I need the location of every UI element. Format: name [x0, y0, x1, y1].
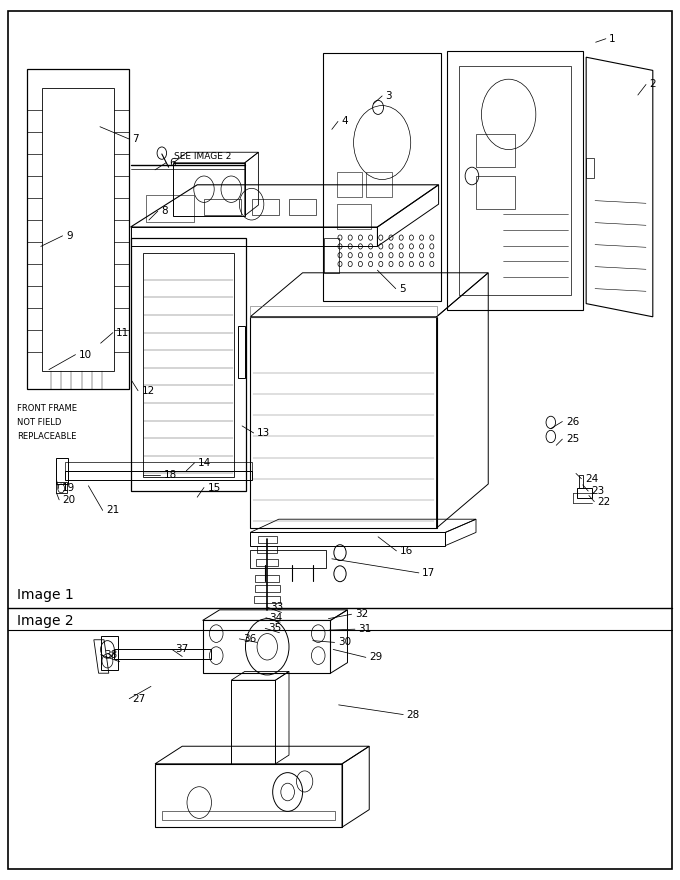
Bar — [204, 199, 241, 215]
Text: 9: 9 — [66, 231, 73, 241]
Bar — [101, 636, 118, 670]
Bar — [162, 811, 335, 820]
Text: 19: 19 — [62, 483, 75, 494]
Text: 20: 20 — [63, 495, 75, 505]
Bar — [256, 559, 278, 566]
Text: 1: 1 — [609, 33, 616, 44]
Text: 37: 37 — [175, 644, 188, 655]
Bar — [476, 134, 515, 167]
Text: 38: 38 — [104, 649, 117, 660]
Text: 16: 16 — [400, 546, 413, 556]
Text: 3: 3 — [386, 91, 392, 101]
Bar — [476, 176, 515, 209]
Text: REPLACEABLE: REPLACEABLE — [17, 432, 76, 441]
Bar — [577, 488, 592, 498]
Text: 35: 35 — [269, 623, 282, 634]
Text: 31: 31 — [358, 624, 371, 634]
Text: 22: 22 — [598, 496, 611, 507]
Bar — [366, 172, 392, 197]
Bar — [257, 546, 277, 553]
Text: 4: 4 — [341, 116, 348, 127]
Bar — [255, 585, 279, 592]
Bar — [258, 536, 277, 543]
Text: 27: 27 — [133, 693, 146, 704]
Text: 5: 5 — [399, 283, 406, 294]
Text: 18: 18 — [164, 470, 177, 480]
Bar — [252, 199, 279, 215]
Text: 36: 36 — [243, 634, 256, 644]
Bar — [337, 204, 371, 229]
Text: Image 2: Image 2 — [17, 614, 73, 628]
Text: 32: 32 — [355, 609, 368, 620]
Text: SEE IMAGE 2: SEE IMAGE 2 — [174, 152, 231, 161]
Bar — [586, 158, 594, 178]
Bar — [337, 172, 362, 197]
Bar — [250, 306, 437, 317]
Text: 26: 26 — [566, 416, 579, 427]
Text: 10: 10 — [79, 349, 92, 360]
Text: 12: 12 — [141, 385, 154, 396]
Bar — [256, 575, 279, 582]
Text: 34: 34 — [269, 612, 282, 623]
Text: 13: 13 — [257, 428, 270, 438]
Text: FRONT FRAME: FRONT FRAME — [17, 404, 77, 413]
Text: NOT FIELD: NOT FIELD — [17, 418, 61, 427]
Text: 21: 21 — [106, 505, 119, 516]
Text: 28: 28 — [407, 709, 420, 720]
Text: 17: 17 — [422, 568, 435, 578]
Bar — [324, 238, 339, 273]
Text: 33: 33 — [271, 602, 284, 612]
Text: 23: 23 — [592, 486, 605, 496]
Bar — [238, 326, 245, 378]
Text: 24: 24 — [585, 473, 598, 484]
Text: 7: 7 — [133, 134, 139, 144]
Text: 29: 29 — [369, 652, 382, 663]
Text: 25: 25 — [566, 434, 579, 444]
Text: 6: 6 — [169, 158, 176, 168]
Text: 14: 14 — [198, 458, 211, 468]
Text: Image 1: Image 1 — [17, 588, 73, 602]
Bar — [146, 195, 194, 222]
Text: 2: 2 — [649, 79, 656, 90]
Bar — [289, 199, 316, 215]
Bar — [579, 475, 583, 488]
Text: 8: 8 — [161, 206, 168, 216]
Bar — [254, 596, 280, 603]
Text: 15: 15 — [207, 482, 220, 493]
Text: 11: 11 — [116, 327, 129, 338]
Text: 30: 30 — [338, 637, 351, 648]
